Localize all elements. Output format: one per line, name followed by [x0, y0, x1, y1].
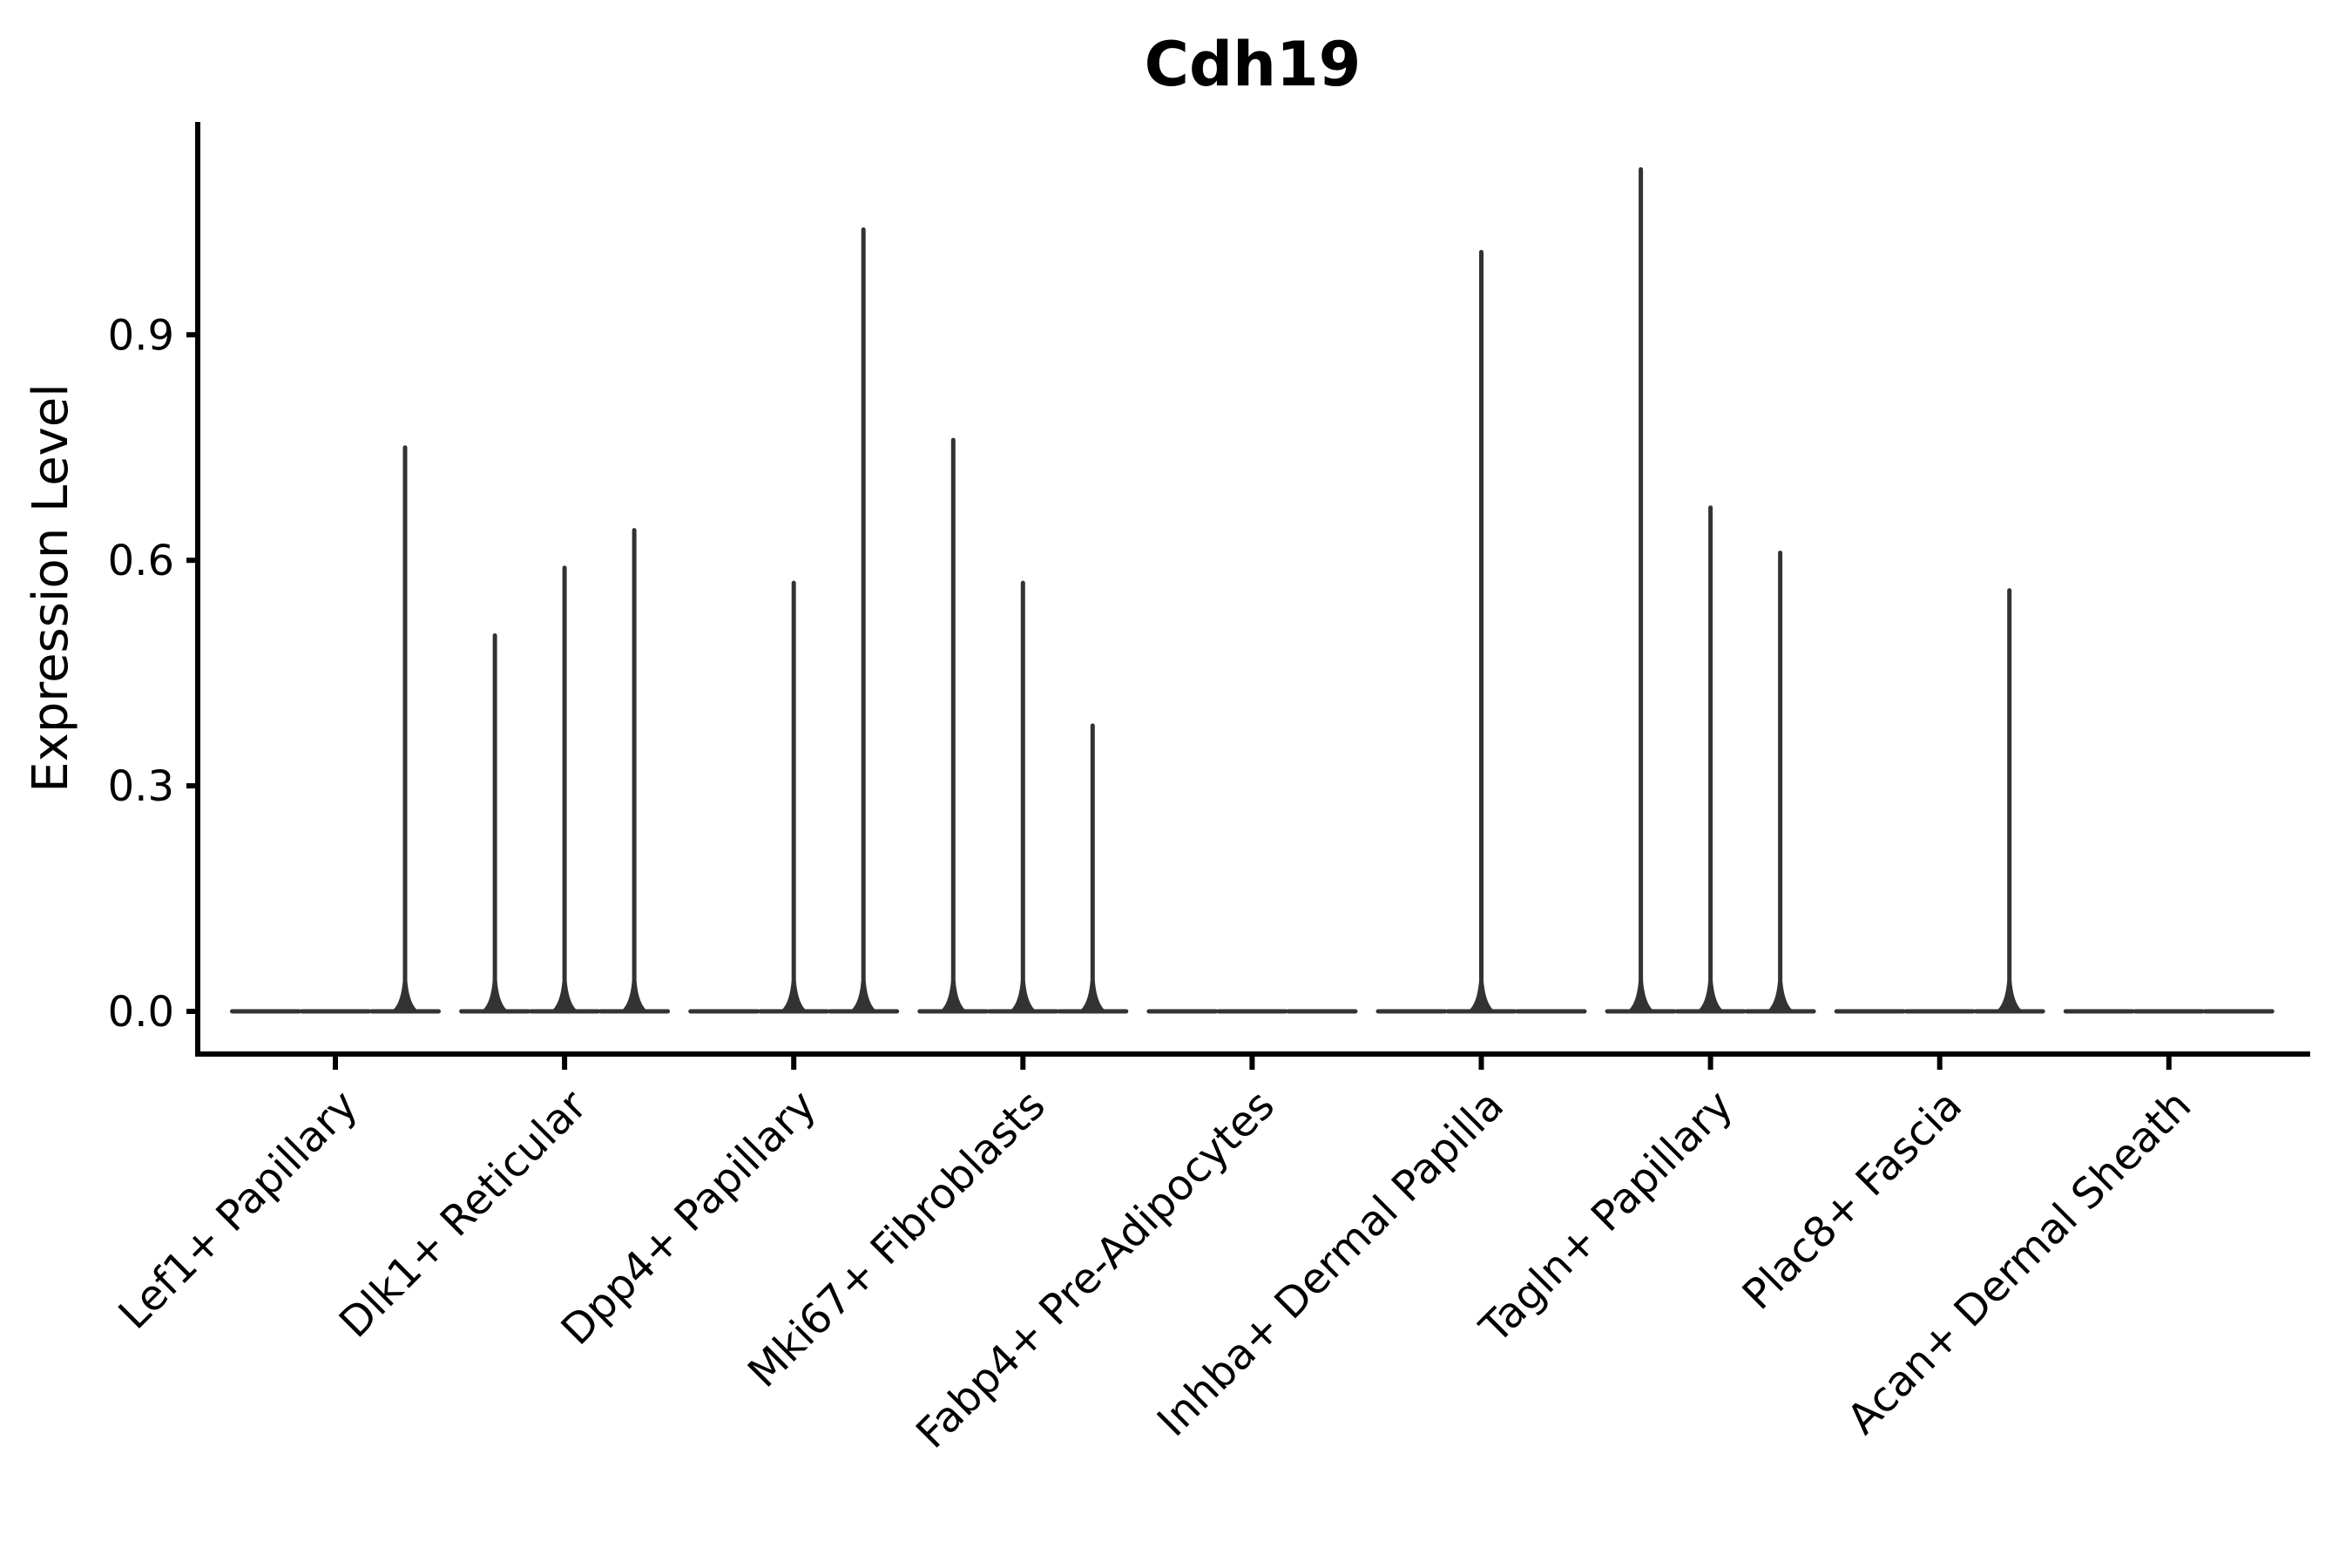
violin-needle-foot [1766, 981, 1794, 1011]
y-tick-label: 0.3 [108, 762, 174, 811]
x-tick-label: Dlk1+ Reticular [330, 1081, 597, 1348]
violin-needle-foot [849, 981, 878, 1011]
x-tick-label: Lef1+ Papillary [110, 1081, 368, 1339]
violins-layer [230, 166, 2274, 1014]
violin-needle-foot [1009, 981, 1037, 1011]
x-tick-label: Tagln+ Papillary [1470, 1081, 1742, 1353]
violin-needle-foot [1078, 981, 1107, 1011]
y-tick-label: 0.9 [108, 311, 174, 360]
x-tick-label: Plac8+ Fascia [1734, 1081, 1972, 1320]
violin-needle-foot [1995, 981, 2024, 1011]
y-tick-label: 0.6 [108, 537, 174, 585]
y-tick-label: 0.0 [108, 988, 174, 1037]
violin-needle-foot [551, 981, 579, 1011]
y-axis-title: Expression Level [23, 383, 79, 793]
violin-needle-foot [1696, 981, 1725, 1011]
violin-needle-foot [1626, 981, 1655, 1011]
x-tick-label: Dpp4+ Papillary [552, 1081, 826, 1355]
violin-needle-foot [481, 981, 510, 1011]
violin-needle-foot [620, 981, 649, 1011]
violin-needle-foot [780, 981, 808, 1011]
chart-title: Cdh19 [1145, 29, 1362, 100]
violin-needle-foot [939, 981, 968, 1011]
violin-needle-foot [391, 981, 419, 1011]
violin-needle-foot [1467, 981, 1496, 1011]
